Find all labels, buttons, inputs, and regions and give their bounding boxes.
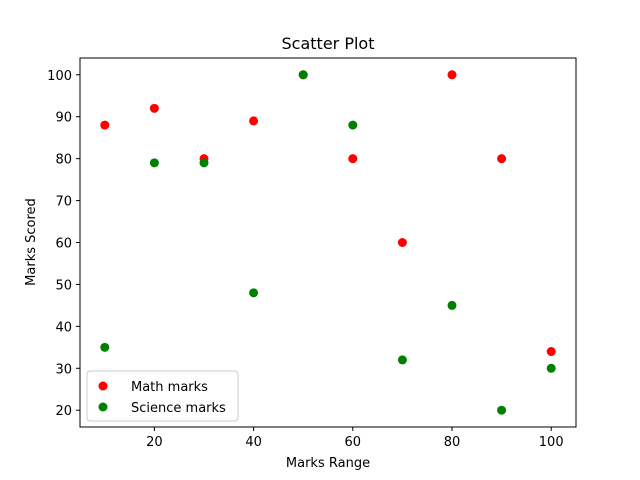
math-marks-point (100, 120, 110, 130)
math-marks-point (249, 116, 259, 126)
science-marks-point (149, 158, 159, 168)
y-tick-label: 30 (55, 362, 72, 377)
legend-marker-science (98, 402, 108, 412)
legend-label-math: Math marks (131, 380, 208, 395)
x-axis-label: Marks Range (286, 456, 370, 471)
x-tick-label: 60 (345, 435, 362, 450)
science-marks-point (298, 70, 308, 80)
science-marks-point (100, 342, 110, 352)
math-marks-point (546, 347, 556, 357)
science-marks-point (447, 300, 457, 310)
legend-marker-math (98, 381, 108, 391)
science-marks-point (397, 355, 407, 365)
science-marks-point (348, 120, 358, 130)
y-tick-label: 100 (47, 69, 72, 84)
y-axis: 20 30 40 50 60 70 80 90 100 (47, 69, 80, 419)
x-tick-label: 100 (539, 435, 564, 450)
x-tick-label: 80 (444, 435, 461, 450)
y-axis-label: Marks Scored (24, 198, 39, 286)
y-tick-label: 80 (55, 153, 72, 168)
math-marks-point (447, 70, 457, 80)
science-marks-point (249, 288, 259, 298)
y-tick-label: 70 (55, 195, 72, 210)
y-tick-label: 50 (55, 278, 72, 293)
math-marks-point (348, 154, 358, 164)
data-points (100, 70, 556, 415)
y-tick-label: 40 (55, 320, 72, 335)
math-marks-point (149, 103, 159, 113)
y-tick-label: 90 (55, 111, 72, 126)
x-axis: 20 40 60 80 100 (146, 427, 564, 450)
chart-title: Scatter Plot (282, 34, 375, 53)
legend-box (86, 370, 239, 422)
y-tick-label: 60 (55, 237, 72, 252)
science-marks-point (497, 405, 507, 415)
science-marks-point (546, 363, 556, 373)
legend-label-science: Science marks (131, 401, 226, 416)
math-marks-point (497, 154, 507, 164)
legend: Math marks Science marks (86, 370, 239, 422)
x-tick-label: 40 (245, 435, 262, 450)
math-marks-point (397, 238, 407, 247)
y-tick-label: 20 (55, 404, 72, 419)
x-tick-label: 20 (146, 435, 163, 450)
science-marks-point (199, 158, 209, 168)
